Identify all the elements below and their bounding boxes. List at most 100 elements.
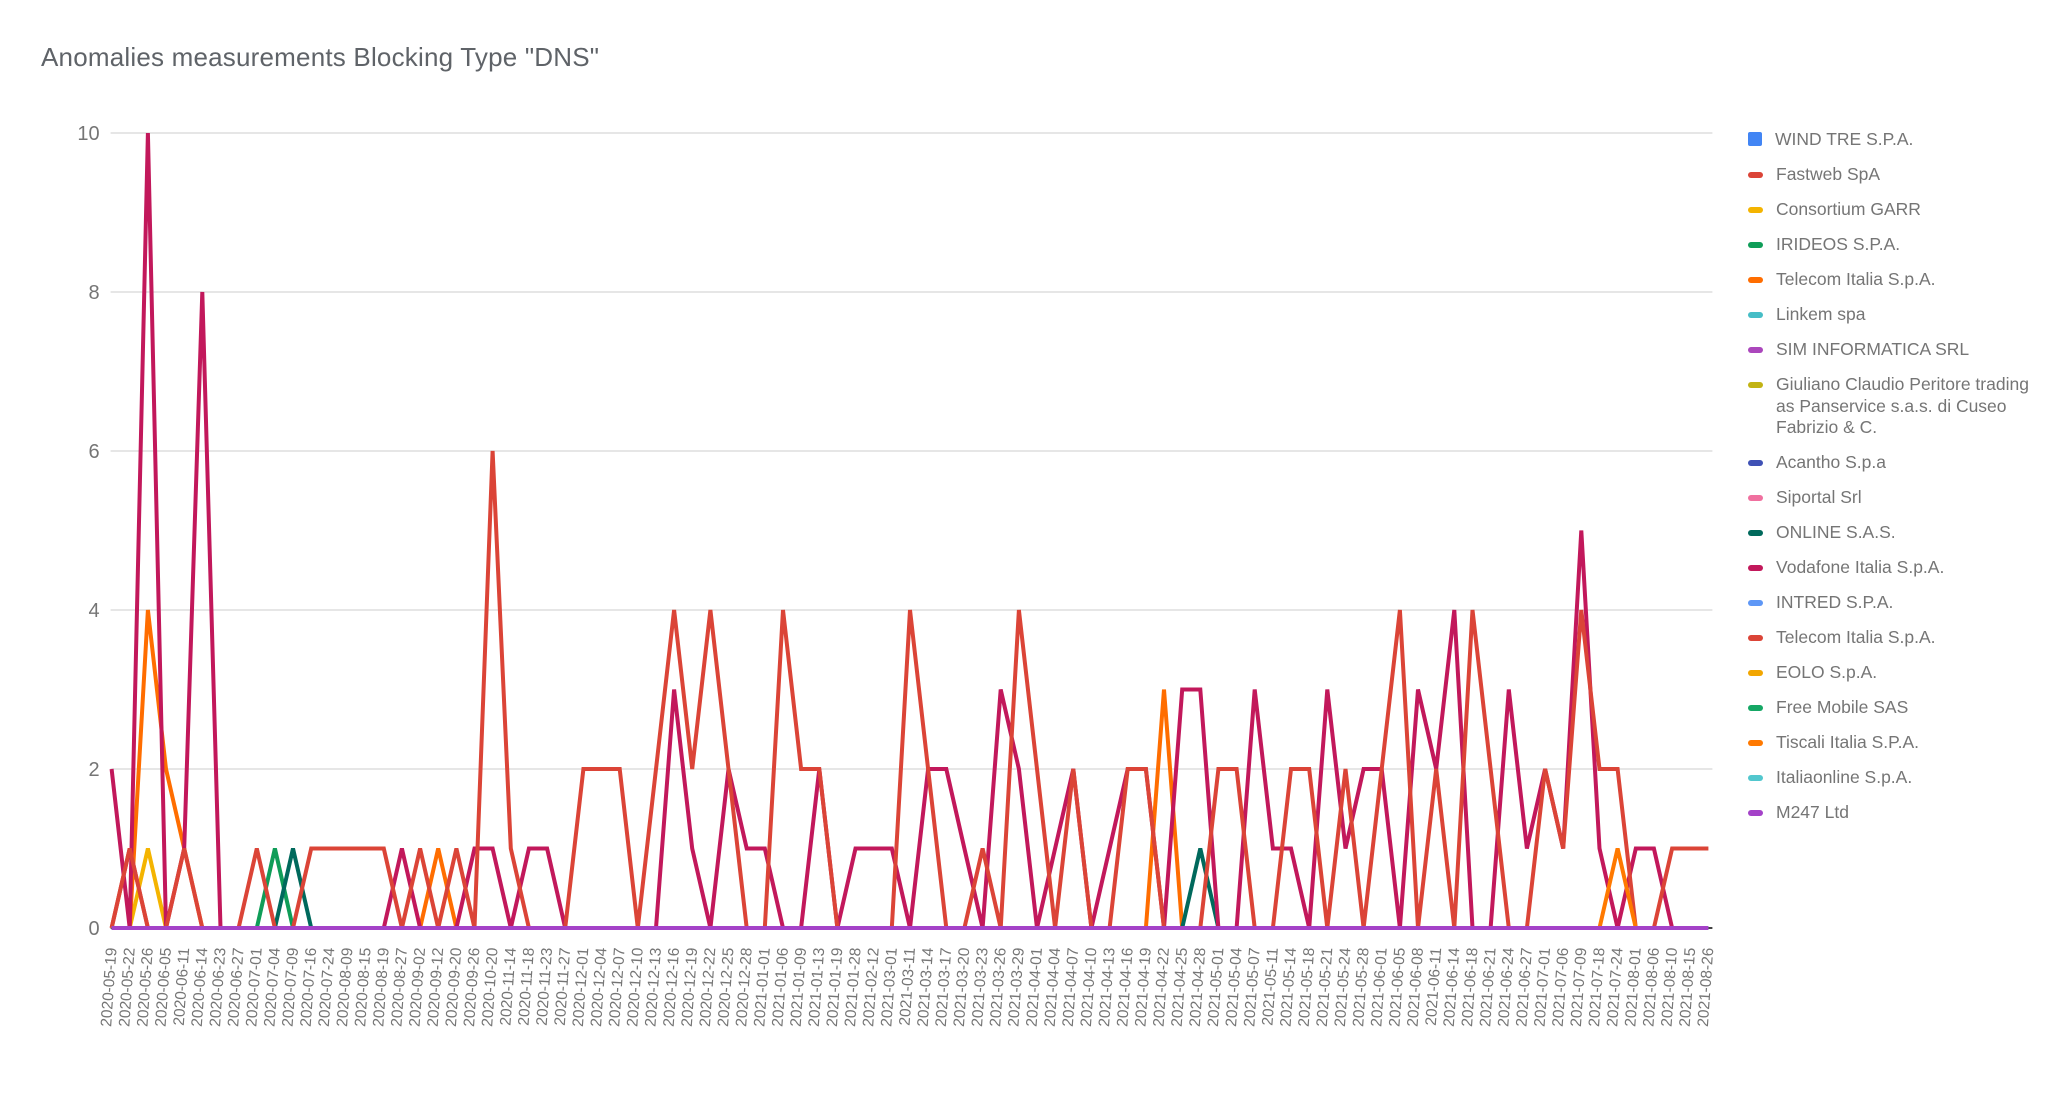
- x-tick-label: 2021-04-04: [1042, 947, 1065, 1028]
- y-tick-label: 2: [88, 759, 99, 781]
- x-tick-label: 2020-09-12: [425, 947, 447, 1027]
- legend-item-10[interactable]: ONLINE S.A.S.: [1748, 522, 2040, 544]
- x-tick-label: 2020-08-27: [388, 947, 410, 1027]
- legend-swatch-icon: [1748, 347, 1763, 353]
- legend-item-12[interactable]: INTRED S.P.A.: [1748, 592, 2040, 614]
- legend-item-8[interactable]: Acantho S.p.a: [1748, 452, 2040, 474]
- x-tick-label: 2021-04-13: [1096, 947, 1118, 1027]
- legend-item-5[interactable]: Linkem spa: [1748, 304, 2040, 326]
- x-tick-label: 2021-04-22: [1151, 947, 1173, 1027]
- x-tick-label: 2021-04-25: [1169, 947, 1191, 1027]
- legend-label: EOLO S.p.A.: [1776, 662, 1878, 682]
- x-tick-label: 2021-03-01: [878, 947, 900, 1027]
- legend-label: INTRED S.P.A.: [1776, 592, 1894, 612]
- x-tick-label: 2020-07-04: [261, 947, 284, 1028]
- x-tick-label: 2020-11-14: [497, 947, 519, 1027]
- x-tick-label: 2021-05-01: [1205, 947, 1227, 1027]
- x-tick-label: 2021-08-10: [1659, 947, 1682, 1028]
- x-tick-label: 2020-08-19: [370, 947, 392, 1027]
- y-tick-label: 8: [88, 282, 99, 304]
- x-tick-label: 2021-04-16: [1114, 947, 1136, 1027]
- legend-label: Siportal Srl: [1776, 487, 1862, 507]
- x-tick-label: 2021-01-01: [751, 947, 773, 1027]
- legend-label: WIND TRE S.P.A.: [1775, 129, 1914, 149]
- legend-label: Consortium GARR: [1776, 199, 1921, 219]
- legend: WIND TRE S.P.A. Fastweb SpA Consortium GAR…: [1748, 129, 2040, 824]
- legend-item-0[interactable]: WIND TRE S.P.A.: [1748, 129, 2040, 151]
- legend-swatch-icon: [1748, 207, 1763, 213]
- legend-swatch-icon: [1748, 775, 1763, 781]
- legend-item-1[interactable]: Fastweb SpA: [1748, 164, 2040, 186]
- x-tick-label: 2021-03-26: [987, 947, 1009, 1027]
- y-tick-label: 10: [77, 123, 99, 145]
- x-tick-label: 2021-04-01: [1023, 947, 1045, 1027]
- x-tick-label: 2020-12-22: [697, 947, 719, 1027]
- legend-swatch-icon: [1748, 495, 1763, 501]
- x-tick-label: 2020-07-24: [316, 947, 339, 1028]
- x-tick-label: 2021-03-17: [933, 947, 955, 1027]
- legend-swatch-icon: [1748, 705, 1763, 711]
- x-tick-label: 2020-12-13: [642, 947, 664, 1027]
- x-tick-label: 2020-09-26: [461, 947, 483, 1027]
- x-tick-label: 2021-01-09: [788, 947, 810, 1027]
- x-tick-label: 2020-08-15: [352, 947, 374, 1027]
- legend-item-18[interactable]: M247 Ltd: [1748, 802, 2040, 824]
- legend-item-3[interactable]: IRIDEOS S.P.A.: [1748, 234, 2040, 256]
- x-tick-label: 2021-03-20: [951, 947, 974, 1028]
- x-tick-label: 2020-05-19: [98, 947, 120, 1027]
- x-tick-label: 2021-04-28: [1187, 947, 1209, 1027]
- x-tick-label: 2021-03-14: [915, 947, 938, 1028]
- x-tick-label: 2021-07-24: [1604, 947, 1627, 1028]
- legend-item-14[interactable]: EOLO S.p.A.: [1748, 662, 2040, 684]
- x-tick-label: 2021-05-11: [1259, 947, 1281, 1026]
- x-tick-label: 2021-03-11: [897, 947, 919, 1026]
- x-tick-label: 2021-07-01: [1532, 947, 1554, 1027]
- legend-swatch-icon: [1748, 740, 1763, 746]
- x-tick-label: 2021-08-15: [1677, 947, 1699, 1027]
- legend-label: Telecom Italia S.p.A.: [1776, 269, 1936, 289]
- legend-label: Linkem spa: [1776, 304, 1866, 324]
- x-tick-label: 2021-05-28: [1350, 947, 1372, 1027]
- legend-label: ONLINE S.A.S.: [1776, 522, 1896, 542]
- x-tick-label: 2021-06-11: [1423, 947, 1445, 1026]
- legend-swatch-icon: [1748, 277, 1763, 283]
- legend-item-2[interactable]: Consortium GARR: [1748, 199, 2040, 221]
- legend-swatch-icon: [1748, 670, 1763, 676]
- x-tick-label: 2020-06-14: [189, 947, 212, 1028]
- x-tick-label: 2021-08-26: [1695, 947, 1717, 1027]
- series-line-11: [109, 132, 1709, 930]
- x-tick-label: 2021-03-29: [1005, 947, 1027, 1027]
- legend-item-7[interactable]: Giuliano Claudio Peritore trading as Pan…: [1748, 374, 2040, 439]
- x-tick-label: 2021-05-07: [1241, 947, 1263, 1027]
- x-tick-label: 2021-08-06: [1640, 947, 1662, 1027]
- x-tick-label: 2021-04-07: [1060, 947, 1082, 1027]
- legend-label: SIM INFORMATICA SRL: [1776, 339, 1970, 359]
- x-tick-label: 2021-05-04: [1223, 947, 1246, 1028]
- x-tick-label: 2021-06-24: [1495, 947, 1518, 1028]
- x-tick-label: 2021-01-13: [806, 947, 828, 1027]
- y-tick-label: 4: [88, 600, 99, 622]
- legend-label: Fastweb SpA: [1776, 164, 1881, 184]
- legend-label: Vodafone Italia S.p.A.: [1776, 557, 1945, 577]
- legend-item-17[interactable]: Italiaonline S.p.A.: [1748, 767, 2040, 789]
- x-tick-label: 2020-09-20: [443, 947, 466, 1028]
- legend-item-16[interactable]: Tiscali Italia S.P.A.: [1748, 732, 2040, 754]
- legend-swatch-icon: [1748, 172, 1763, 178]
- x-tick-label: 2021-04-19: [1132, 947, 1154, 1027]
- legend-item-15[interactable]: Free Mobile SAS: [1748, 697, 2040, 719]
- legend-item-11[interactable]: Vodafone Italia S.p.A.: [1748, 557, 2040, 579]
- x-tick-label: 2021-02-12: [860, 947, 882, 1027]
- legend-item-13[interactable]: Telecom Italia S.p.A.: [1748, 627, 2040, 649]
- x-tick-label: 2020-12-01: [570, 947, 592, 1027]
- x-tick-label: 2020-09-02: [407, 947, 429, 1027]
- x-tick-label: 2020-12-16: [661, 947, 683, 1027]
- legend-item-4[interactable]: Telecom Italia S.p.A.: [1748, 269, 2040, 291]
- x-tick-label: 2021-05-21: [1314, 947, 1336, 1027]
- x-tick-label: 2020-05-26: [134, 947, 156, 1027]
- x-tick-label: 2020-06-05: [153, 947, 175, 1027]
- x-tick-label: 2021-01-19: [824, 947, 846, 1027]
- legend-swatch-icon: [1748, 565, 1763, 571]
- legend-item-9[interactable]: Siportal Srl: [1748, 487, 2040, 509]
- legend-item-6[interactable]: SIM INFORMATICA SRL: [1748, 339, 2040, 361]
